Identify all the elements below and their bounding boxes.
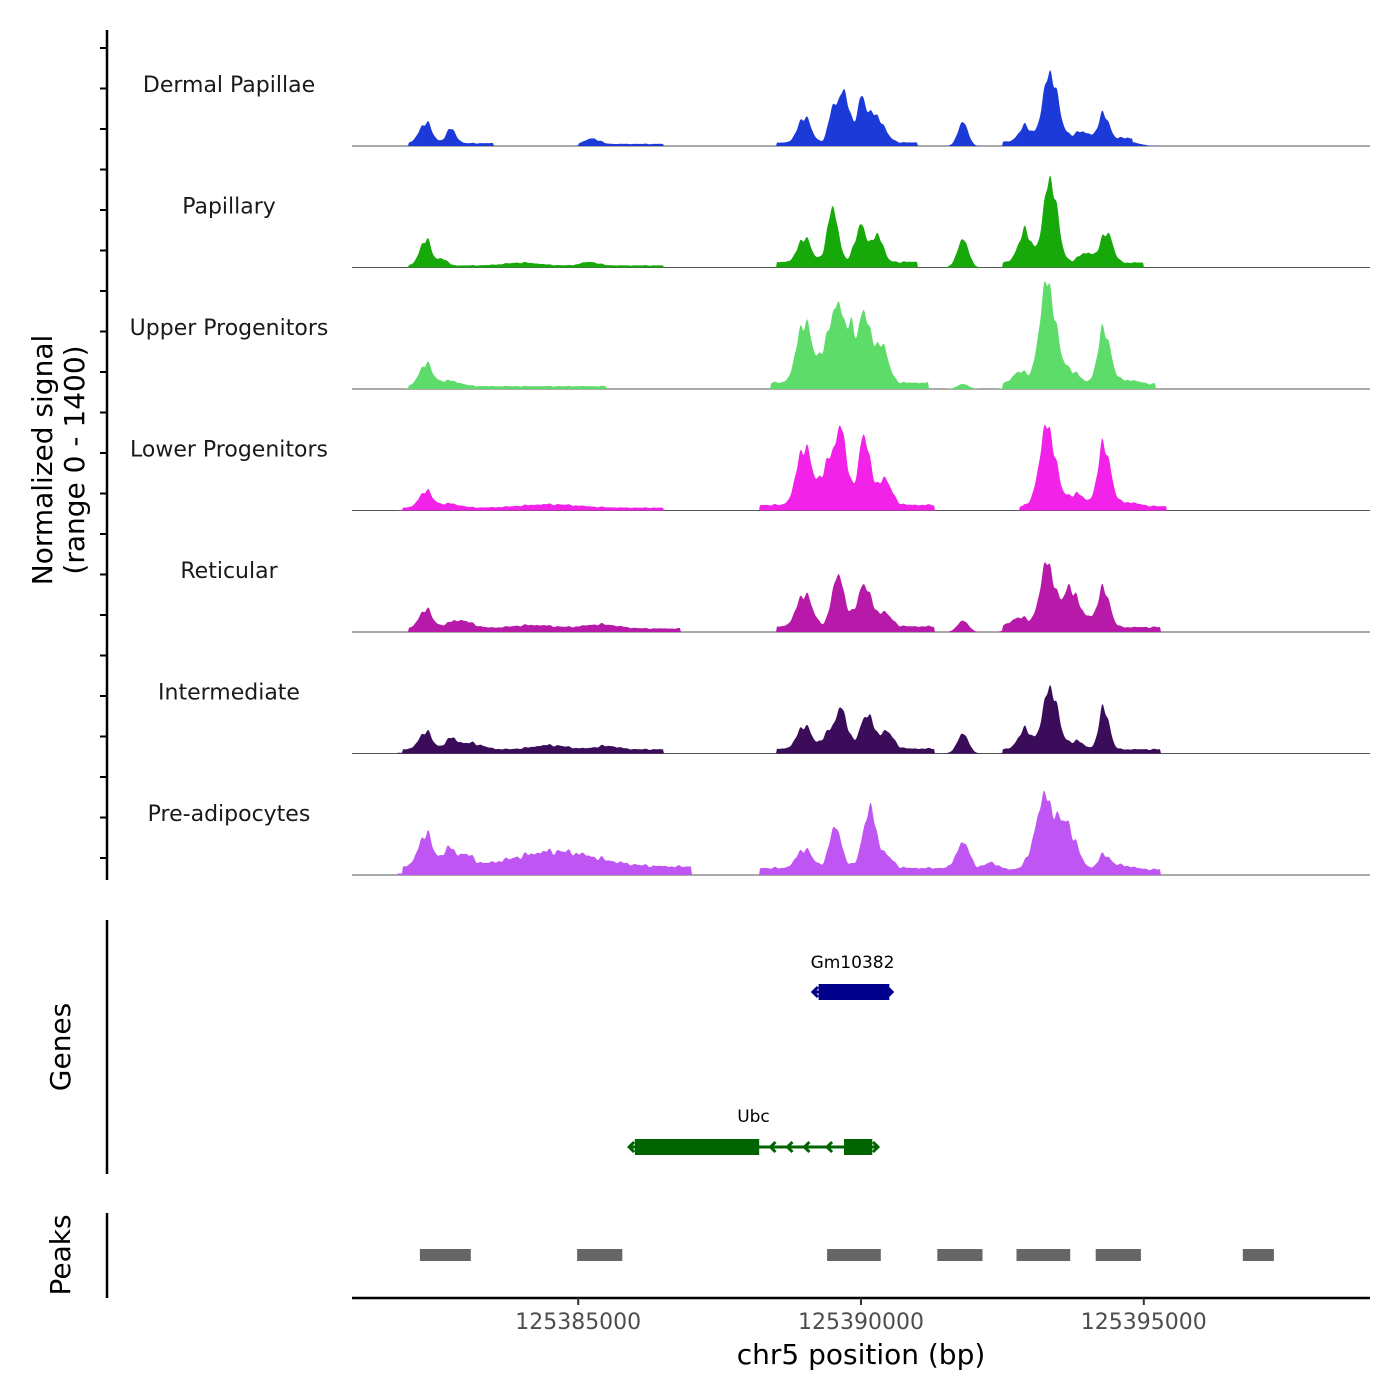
gene-exon bbox=[844, 1139, 873, 1155]
track-label: Papillary bbox=[182, 195, 276, 220]
gene-label: Ubc bbox=[737, 1107, 770, 1127]
signal-y-ticks bbox=[100, 47, 107, 859]
track-label: Upper Progenitors bbox=[130, 316, 329, 341]
x-tick-label: 125395000 bbox=[1081, 1310, 1207, 1335]
track-label: Lower Progenitors bbox=[130, 438, 328, 463]
signal-tracks: Dermal Papillae Papillary Upper Progenitor… bbox=[130, 70, 1370, 876]
signal-track: Intermediate bbox=[158, 681, 1370, 754]
strand-arrow bbox=[871, 1140, 881, 1154]
strand-arrow bbox=[802, 1140, 811, 1154]
x-axis-ticks: 125385000 125390000 125395000 bbox=[515, 1298, 1207, 1335]
signal-track: Lower Progenitors bbox=[130, 424, 1370, 511]
strand-arrow bbox=[785, 1140, 794, 1154]
gene-models: Gm10382 Ubc bbox=[627, 953, 895, 1155]
strand-arrow bbox=[886, 985, 895, 999]
strand-arrow bbox=[768, 1140, 777, 1154]
signal-track: Papillary bbox=[182, 175, 1370, 268]
signal-area bbox=[352, 562, 1370, 632]
gene-exon bbox=[818, 984, 890, 1000]
signal-area bbox=[352, 684, 1370, 754]
y-axis-title-line2: (range 0 - 1400) bbox=[58, 345, 91, 574]
x-tick-label: 125385000 bbox=[515, 1310, 641, 1335]
peaks-axis-title: Peaks bbox=[44, 1214, 77, 1295]
track-label: Dermal Papillae bbox=[143, 73, 315, 98]
genes-axis-title: Genes bbox=[44, 1003, 77, 1091]
y-axis-title-line1: Normalized signal bbox=[26, 335, 59, 586]
gene-model: Ubc bbox=[627, 1107, 881, 1155]
x-tick-label: 125390000 bbox=[798, 1310, 924, 1335]
signal-track: Dermal Papillae bbox=[143, 70, 1370, 147]
gene-model: Gm10382 bbox=[810, 953, 895, 1000]
peak-region bbox=[577, 1249, 623, 1261]
signal-track: Pre-adipocytes bbox=[148, 790, 1370, 876]
signal-area bbox=[352, 424, 1370, 511]
strand-arrow bbox=[810, 985, 819, 999]
peak-region bbox=[1242, 1249, 1274, 1261]
signal-track: Upper Progenitors bbox=[130, 280, 1370, 390]
strand-arrow bbox=[824, 1140, 834, 1154]
signal-area bbox=[352, 790, 1370, 875]
peak-region bbox=[827, 1249, 881, 1261]
signal-track: Reticular bbox=[180, 559, 1370, 633]
peak-region bbox=[1095, 1249, 1141, 1261]
signal-area bbox=[352, 175, 1370, 268]
track-label: Reticular bbox=[180, 559, 278, 584]
peak-region bbox=[419, 1249, 471, 1261]
peak-region bbox=[1016, 1249, 1071, 1261]
gene-exon bbox=[634, 1139, 760, 1155]
signal-area bbox=[352, 70, 1370, 146]
peak-regions bbox=[419, 1249, 1274, 1261]
track-label: Pre-adipocytes bbox=[148, 802, 311, 827]
signal-area bbox=[352, 280, 1370, 389]
peak-region bbox=[937, 1249, 983, 1261]
track-label: Intermediate bbox=[158, 681, 300, 706]
gene-label: Gm10382 bbox=[811, 953, 895, 973]
strand-arrow bbox=[627, 1140, 636, 1154]
x-axis-title: chr5 position (bp) bbox=[737, 1338, 986, 1371]
